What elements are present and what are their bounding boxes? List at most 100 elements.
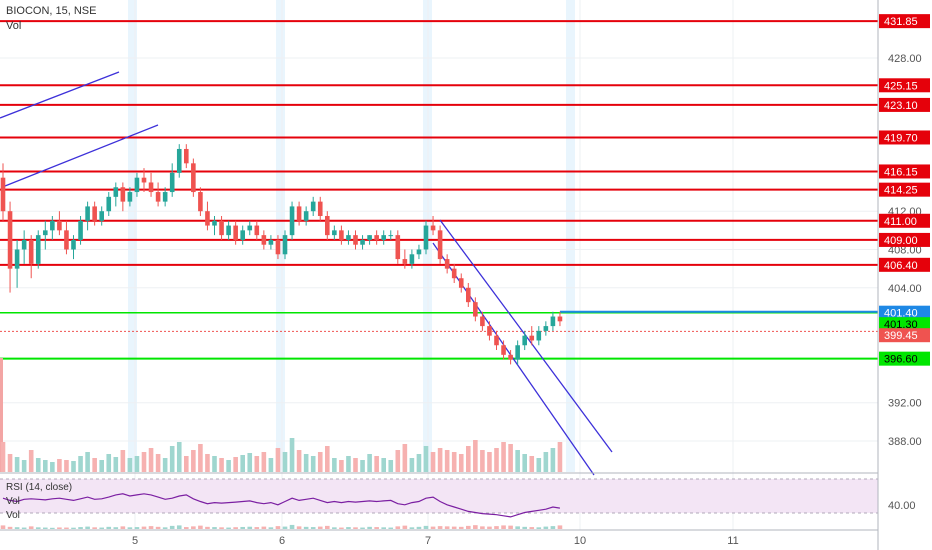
candle-body[interactable] [169, 172, 175, 193]
candle-body[interactable] [120, 187, 126, 202]
candle-body[interactable] [134, 177, 140, 193]
candle-body[interactable] [7, 211, 13, 269]
rsi-line[interactable] [2, 493, 560, 518]
candle-body[interactable] [515, 345, 520, 360]
candle-body[interactable] [557, 316, 563, 322]
candle-body[interactable] [176, 148, 182, 173]
volume-bar [176, 442, 182, 472]
candle-body[interactable] [78, 220, 83, 240]
candle-body[interactable] [296, 206, 302, 221]
candle-body[interactable] [226, 225, 231, 236]
candle-body[interactable] [268, 239, 274, 245]
candle-body[interactable] [184, 148, 189, 164]
candle-body[interactable] [480, 316, 485, 327]
candle-body[interactable] [367, 235, 372, 240]
candle-body[interactable] [191, 163, 196, 193]
candle-body[interactable] [212, 220, 217, 226]
rsi-volume-bar [282, 526, 288, 529]
candle-body[interactable] [430, 225, 436, 231]
candle-body[interactable] [289, 206, 295, 236]
candle-body[interactable] [458, 278, 464, 288]
candle-body[interactable] [162, 192, 168, 202]
candle-body[interactable] [275, 239, 281, 255]
candle-body[interactable] [99, 211, 104, 221]
candle-body[interactable] [374, 235, 379, 240]
candle-body[interactable] [402, 259, 408, 264]
volume-bar [501, 442, 506, 472]
volume-bars [0, 358, 563, 472]
candle-body[interactable] [141, 177, 147, 183]
candle-body[interactable] [437, 230, 443, 260]
candle-body[interactable] [466, 287, 471, 303]
price-tag-label: 396.60 [884, 354, 918, 366]
candle-body[interactable] [303, 211, 309, 221]
candle-body[interactable] [92, 206, 97, 221]
candle-body[interactable] [536, 330, 542, 341]
candle-body[interactable] [57, 220, 62, 231]
candle-body[interactable] [43, 230, 48, 236]
candle-body[interactable] [501, 345, 506, 355]
rsi-volume-bar [289, 524, 295, 529]
candle-body[interactable] [219, 220, 224, 236]
candle-body[interactable] [113, 187, 119, 197]
volume-bar [282, 452, 288, 472]
rsi-volume-bar [169, 525, 175, 529]
candle-body[interactable] [155, 192, 161, 202]
candle-body[interactable] [473, 302, 478, 317]
candle-body[interactable] [64, 230, 69, 250]
candle-body[interactable] [423, 225, 429, 250]
candle-body[interactable] [35, 235, 41, 264]
candle-body[interactable] [205, 211, 210, 226]
candle-body[interactable] [494, 335, 499, 346]
candle-body[interactable] [71, 239, 76, 250]
volume-bar [388, 460, 394, 472]
candle-body[interactable] [550, 316, 556, 327]
candle-body[interactable] [360, 239, 365, 245]
candle-body[interactable] [282, 235, 288, 255]
candle-body[interactable] [247, 225, 253, 231]
candle-body[interactable] [310, 201, 316, 212]
volume-bar [508, 444, 513, 472]
candle-body[interactable] [487, 326, 492, 336]
candle-body[interactable] [529, 335, 535, 341]
candle-body[interactable] [416, 249, 422, 255]
candle-body[interactable] [106, 196, 112, 212]
rsi-volume-bar [339, 527, 344, 529]
candle-body[interactable] [388, 235, 394, 237]
candle-body[interactable] [127, 192, 133, 202]
candle-body[interactable] [85, 206, 90, 221]
candle-body[interactable] [332, 230, 337, 236]
candle-body[interactable] [148, 182, 154, 193]
candle-body[interactable] [444, 259, 450, 269]
candle-body[interactable] [233, 225, 238, 240]
candle-body[interactable] [381, 235, 386, 240]
candle-body[interactable] [254, 225, 260, 236]
trendline[interactable] [0, 71, 120, 119]
candle-body[interactable] [50, 220, 55, 231]
candle-body[interactable] [508, 354, 513, 360]
candle-body[interactable] [353, 235, 358, 245]
candle-body[interactable] [240, 230, 245, 240]
candle-body[interactable] [198, 192, 203, 212]
candle-body[interactable] [14, 249, 20, 269]
rsi-volume-bar [303, 526, 309, 529]
candle-body[interactable] [21, 239, 27, 250]
candle-body[interactable] [346, 235, 351, 240]
candle-body[interactable] [317, 201, 323, 216]
candle-body[interactable] [451, 268, 457, 279]
candle-body[interactable] [543, 326, 549, 331]
rsi-volume-bar [310, 527, 316, 529]
volume-bar [289, 438, 295, 472]
candle-body[interactable] [261, 235, 267, 245]
rsi-volume-bar [416, 526, 422, 529]
candle-body[interactable] [395, 235, 401, 260]
candle-body[interactable] [339, 230, 344, 240]
trendline[interactable] [4, 124, 159, 187]
candle-body[interactable] [28, 239, 34, 264]
candle-body[interactable] [522, 335, 527, 346]
volume-bar [325, 446, 330, 472]
candle-body[interactable] [0, 177, 6, 212]
candle-body[interactable] [325, 215, 330, 236]
candle-body[interactable] [409, 254, 415, 264]
